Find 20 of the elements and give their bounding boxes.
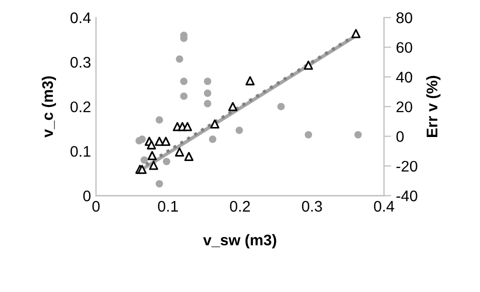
x-tick-label: 0.1	[158, 200, 178, 212]
y2-tick-label: -40	[396, 190, 418, 202]
y-tick-label: 0	[83, 190, 91, 202]
y-tick-label: 0.2	[70, 101, 90, 112]
y2-tick-label: 80	[396, 12, 412, 24]
y2-tick-label: -20	[396, 160, 418, 172]
y-axis-title: v_c (m3)	[42, 76, 56, 138]
y-tick-label: 0.3	[70, 56, 90, 68]
x-tick-label: 0.4	[374, 200, 394, 212]
y2-tick-label: 40	[396, 72, 412, 83]
x-tick-label: 0	[92, 200, 100, 212]
y-tick-label: 0.4	[70, 12, 91, 24]
x-axis-title: v_sw (m3)	[203, 234, 276, 248]
x-tick-label: 0.2	[230, 200, 250, 212]
y2-tick-label: 20	[396, 101, 412, 112]
y2-tick-label: 60	[396, 42, 412, 53]
x-tick-label: 0.3	[302, 200, 322, 212]
y2-tick-label: 0	[396, 131, 404, 142]
y-tick-label: 0.1	[70, 146, 90, 157]
y2-axis-title: Err v (%)	[426, 76, 440, 137]
